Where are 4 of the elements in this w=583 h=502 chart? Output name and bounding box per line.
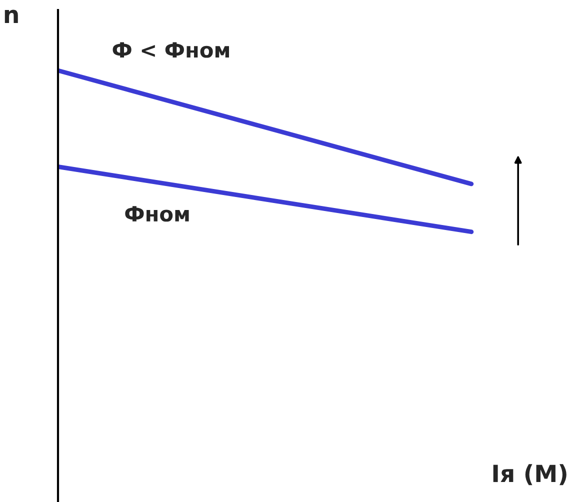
y-axis-title: n <box>4 10 18 23</box>
x-axis-title: Iя (M) <box>493 464 566 486</box>
series-label: Ф < Фном <box>112 42 229 58</box>
series-label: Фном <box>125 206 189 222</box>
